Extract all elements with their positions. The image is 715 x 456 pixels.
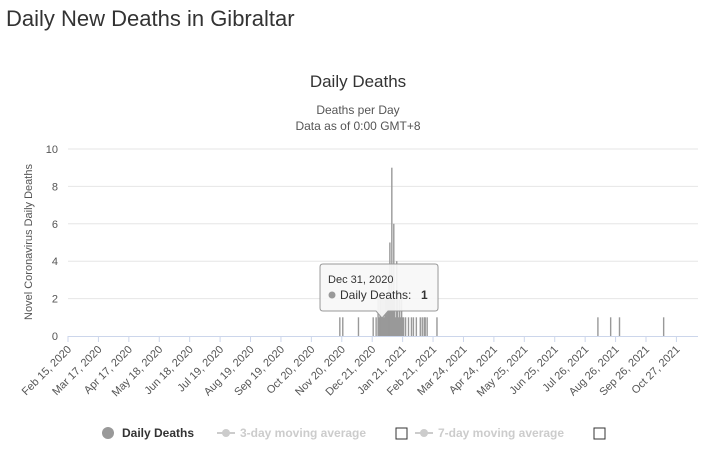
legend-symbol-1 — [222, 429, 230, 437]
y-tick-label-0: 0 — [52, 331, 58, 343]
bar-2021-01-19[interactable] — [399, 317, 402, 336]
bar-2021-01-27[interactable] — [407, 317, 410, 336]
bar-2020-12-07[interactable] — [357, 317, 360, 336]
legend: Daily Deaths 3-day moving average 7-day mo… — [102, 426, 606, 440]
bar-2020-12-22[interactable] — [372, 317, 374, 336]
y-tick-label-4: 4 — [52, 256, 58, 268]
y-tick-label-6: 6 — [52, 219, 58, 231]
legend-symbol-0 — [102, 427, 114, 439]
tooltip-series-label: Daily Deaths: — [340, 288, 411, 302]
page-title: Daily New Deaths in Gibraltar — [6, 6, 295, 31]
y-tick-label-8: 8 — [52, 181, 58, 193]
chart-subtitle-line-2: Data as of 0:00 GMT+8 — [295, 119, 420, 133]
bar-2021-01-09[interactable] — [390, 298, 392, 336]
legend-label-1: 3-day moving average — [240, 426, 366, 440]
legend-checkbox-2[interactable] — [593, 427, 606, 440]
tooltip-value: 1 — [421, 288, 428, 302]
y-axis-title: Novel Coronavirus Daily Deaths — [23, 164, 35, 320]
bar-2021-01-20[interactable] — [400, 298, 403, 336]
bar-2021-08-08[interactable] — [597, 317, 599, 336]
bar-2021-01-24[interactable] — [404, 317, 407, 336]
bar-2020-12-27[interactable] — [377, 298, 379, 336]
bar-2021-01-06[interactable] — [387, 298, 389, 336]
bar-2021-10-14[interactable] — [662, 317, 665, 336]
bar-2021-01-03[interactable] — [384, 298, 386, 336]
bar-2021-01-18[interactable] — [398, 298, 401, 336]
bar-2021-01-13[interactable] — [394, 298, 396, 336]
tooltip-box — [319, 263, 439, 319]
legend-item-2[interactable]: 7-day moving average — [415, 426, 606, 440]
bar-2021-02-10[interactable] — [421, 317, 423, 336]
bar-2021-01-16[interactable] — [397, 298, 399, 336]
bar-2021-01-11[interactable] — [392, 298, 394, 336]
legend-symbol-2 — [420, 429, 428, 437]
bar-2021-02-04[interactable] — [415, 317, 418, 336]
bar-2021-01-04[interactable] — [385, 298, 387, 336]
tooltip-series-marker — [328, 291, 336, 299]
y-tick-label-10: 10 — [46, 144, 58, 156]
bar-2020-11-21[interactable] — [342, 317, 344, 336]
bar-2020-12-25[interactable] — [375, 317, 377, 336]
bar-2021-01-17[interactable] — [398, 317, 400, 336]
bar-2021-08-30[interactable] — [618, 317, 621, 336]
bar-2021-02-08[interactable] — [419, 317, 421, 336]
bar-2021-02-01[interactable] — [412, 317, 415, 336]
bar-2021-01-05[interactable] — [386, 298, 388, 336]
legend-item-0[interactable]: Daily Deaths — [102, 426, 194, 440]
legend-label-2: 7-day moving average — [438, 426, 564, 440]
bar-2021-01-21[interactable] — [401, 317, 404, 336]
legend-label-0: Daily Deaths — [122, 426, 194, 440]
bar-2021-02-15[interactable] — [426, 317, 428, 336]
bar-2021-01-30[interactable] — [410, 317, 413, 336]
grid-lines — [68, 148, 698, 300]
bar-2021-01-10[interactable] — [391, 167, 393, 336]
bar-2020-11-18[interactable] — [339, 317, 341, 336]
bar-2021-01-22[interactable] — [402, 317, 405, 336]
bar-2021-08-21[interactable] — [609, 317, 612, 336]
y-tick-label-2: 2 — [52, 294, 58, 306]
tooltip: Dec 31, 2020 Daily Deaths: 1 — [319, 263, 439, 319]
chart-subtitle-line-1: Deaths per Day — [316, 103, 399, 117]
legend-checkbox-1[interactable] — [395, 427, 408, 440]
legend-item-1[interactable]: 3-day moving average — [217, 426, 408, 440]
bar-2021-01-02[interactable] — [383, 317, 385, 336]
bar-2021-02-13[interactable] — [424, 317, 426, 336]
chart-title: Daily Deaths — [310, 72, 406, 91]
bar-2020-12-28[interactable] — [378, 317, 380, 336]
y-axis-ticks: 0 2 4 6 8 10 — [46, 144, 58, 343]
bar-2020-12-31[interactable] — [381, 317, 383, 336]
bar-2021-01-14[interactable] — [395, 317, 397, 336]
bar-2021-02-25[interactable] — [436, 317, 438, 336]
bar-2020-12-29[interactable] — [379, 298, 381, 336]
bar-2021-02-12[interactable] — [423, 317, 425, 336]
tooltip-date: Dec 31, 2020 — [328, 274, 393, 286]
